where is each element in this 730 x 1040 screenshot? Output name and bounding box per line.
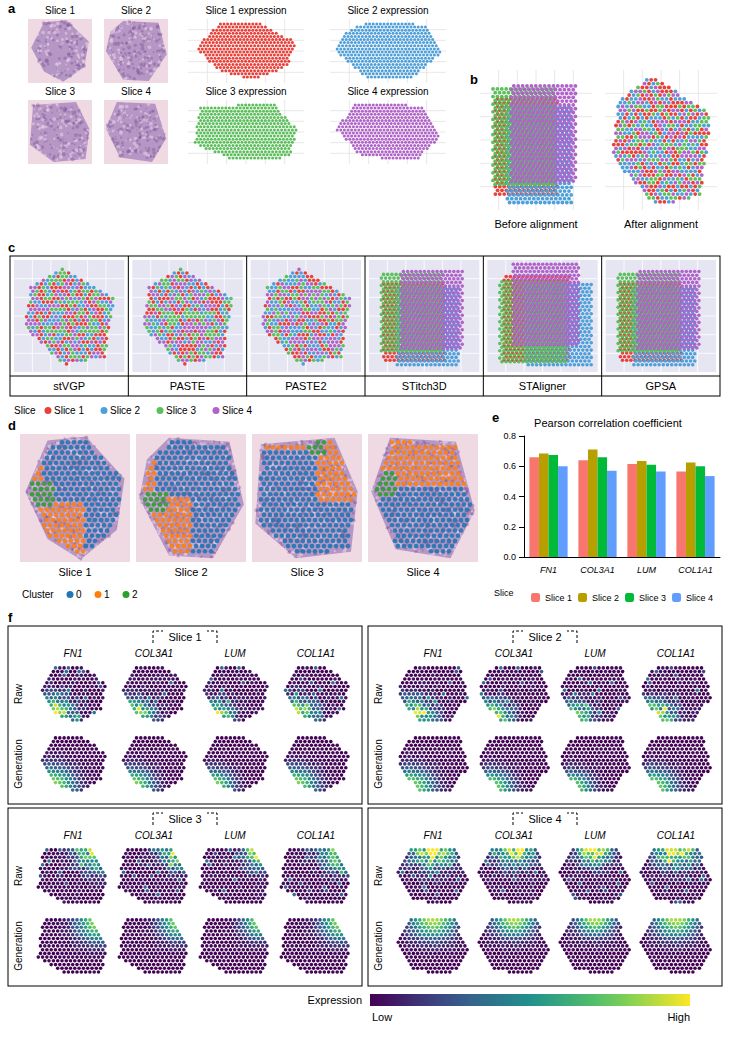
svg-text:LUM: LUM: [224, 830, 246, 841]
svg-text:Slice 1 expression: Slice 1 expression: [205, 5, 286, 16]
svg-text:f: f: [8, 610, 13, 625]
svg-text:COL1A1: COL1A1: [657, 830, 695, 841]
svg-text:Slice: Slice: [494, 588, 514, 598]
svg-text:Slice 4: Slice 4: [686, 593, 713, 603]
svg-text:COL1A1: COL1A1: [297, 648, 335, 659]
svg-text:Generation: Generation: [373, 921, 384, 970]
svg-text:Slice 1: Slice 1: [45, 5, 75, 16]
svg-text:COL3A1: COL3A1: [495, 830, 533, 841]
svg-text:LUM: LUM: [637, 565, 657, 575]
svg-text:PASTE2: PASTE2: [285, 380, 326, 392]
svg-text:Slice 3: Slice 3: [168, 813, 201, 825]
svg-text:COL3A1: COL3A1: [495, 648, 533, 659]
svg-text:COL3A1: COL3A1: [135, 648, 173, 659]
svg-text:LUM: LUM: [224, 648, 246, 659]
svg-text:FN1: FN1: [540, 565, 557, 575]
svg-text:COL1A1: COL1A1: [657, 648, 695, 659]
svg-text:2: 2: [132, 589, 138, 600]
svg-text:Slice 4: Slice 4: [528, 813, 561, 825]
svg-text:a: a: [8, 1, 16, 16]
svg-text:Slice 1: Slice 1: [54, 405, 84, 416]
svg-text:After alignment: After alignment: [624, 218, 698, 230]
svg-text:b: b: [470, 72, 478, 87]
svg-text:LUM: LUM: [584, 648, 606, 659]
svg-text:Slice 4 expression: Slice 4 expression: [347, 86, 428, 97]
svg-text:LUM: LUM: [584, 830, 606, 841]
svg-text:Slice 3: Slice 3: [290, 566, 323, 578]
svg-text:Slice 3: Slice 3: [166, 405, 196, 416]
svg-text:FN1: FN1: [64, 648, 83, 659]
svg-text:Generation: Generation: [13, 921, 24, 970]
svg-text:Generation: Generation: [373, 739, 384, 788]
svg-text:0.8: 0.8: [503, 431, 516, 441]
svg-text:Slice 3: Slice 3: [639, 593, 666, 603]
svg-text:PASTE: PASTE: [170, 380, 205, 392]
svg-text:Slice 3: Slice 3: [45, 86, 75, 97]
svg-text:STAligner: STAligner: [519, 380, 567, 392]
svg-text:Slice 4: Slice 4: [406, 566, 439, 578]
svg-text:Low: Low: [372, 1011, 392, 1023]
svg-text:Slice 2: Slice 2: [592, 593, 619, 603]
svg-text:Pearson correlation coefficien: Pearson correlation coefficient: [534, 417, 682, 429]
svg-text:0.2: 0.2: [503, 522, 516, 532]
svg-text:COL1A1: COL1A1: [297, 830, 335, 841]
svg-text:COL3A1: COL3A1: [580, 565, 615, 575]
svg-text:stVGP: stVGP: [53, 380, 85, 392]
svg-text:Slice 2: Slice 2: [121, 5, 151, 16]
svg-text:COL1A1: COL1A1: [678, 565, 713, 575]
svg-text:Generation: Generation: [13, 739, 24, 788]
svg-text:High: High: [667, 1011, 690, 1023]
svg-text:Slice 2: Slice 2: [110, 405, 140, 416]
svg-text:Expression: Expression: [308, 994, 362, 1006]
svg-text:Raw: Raw: [13, 865, 24, 886]
svg-text:Slice 2: Slice 2: [528, 631, 561, 643]
svg-text:Slice 2 expression: Slice 2 expression: [347, 5, 428, 16]
svg-text:FN1: FN1: [64, 830, 83, 841]
svg-text:Slice 4: Slice 4: [222, 405, 252, 416]
svg-text:0.6: 0.6: [503, 461, 516, 471]
svg-text:Raw: Raw: [13, 683, 24, 704]
svg-text:COL3A1: COL3A1: [135, 830, 173, 841]
svg-text:Slice 1: Slice 1: [58, 566, 91, 578]
svg-text:e: e: [492, 410, 499, 425]
svg-text:GPSA: GPSA: [646, 380, 677, 392]
svg-text:1: 1: [104, 589, 110, 600]
svg-text:Slice 1: Slice 1: [545, 593, 572, 603]
svg-text:d: d: [8, 418, 16, 433]
svg-text:0: 0: [76, 589, 82, 600]
svg-text:STitch3D: STitch3D: [402, 380, 447, 392]
svg-text:0.4: 0.4: [503, 492, 516, 502]
svg-text:FN1: FN1: [424, 648, 443, 659]
svg-text:Raw: Raw: [373, 865, 384, 886]
svg-text:Before alignment: Before alignment: [494, 218, 577, 230]
svg-text:Slice: Slice: [14, 405, 36, 416]
svg-text:c: c: [8, 240, 15, 255]
svg-text:0.0: 0.0: [503, 552, 516, 562]
svg-text:Slice 3 expression: Slice 3 expression: [205, 86, 286, 97]
svg-text:Slice 4: Slice 4: [121, 86, 151, 97]
svg-text:Slice 2: Slice 2: [174, 566, 207, 578]
svg-text:FN1: FN1: [424, 830, 443, 841]
svg-text:Slice 1: Slice 1: [168, 631, 201, 643]
svg-text:Raw: Raw: [373, 683, 384, 704]
svg-text:Cluster: Cluster: [22, 589, 54, 600]
